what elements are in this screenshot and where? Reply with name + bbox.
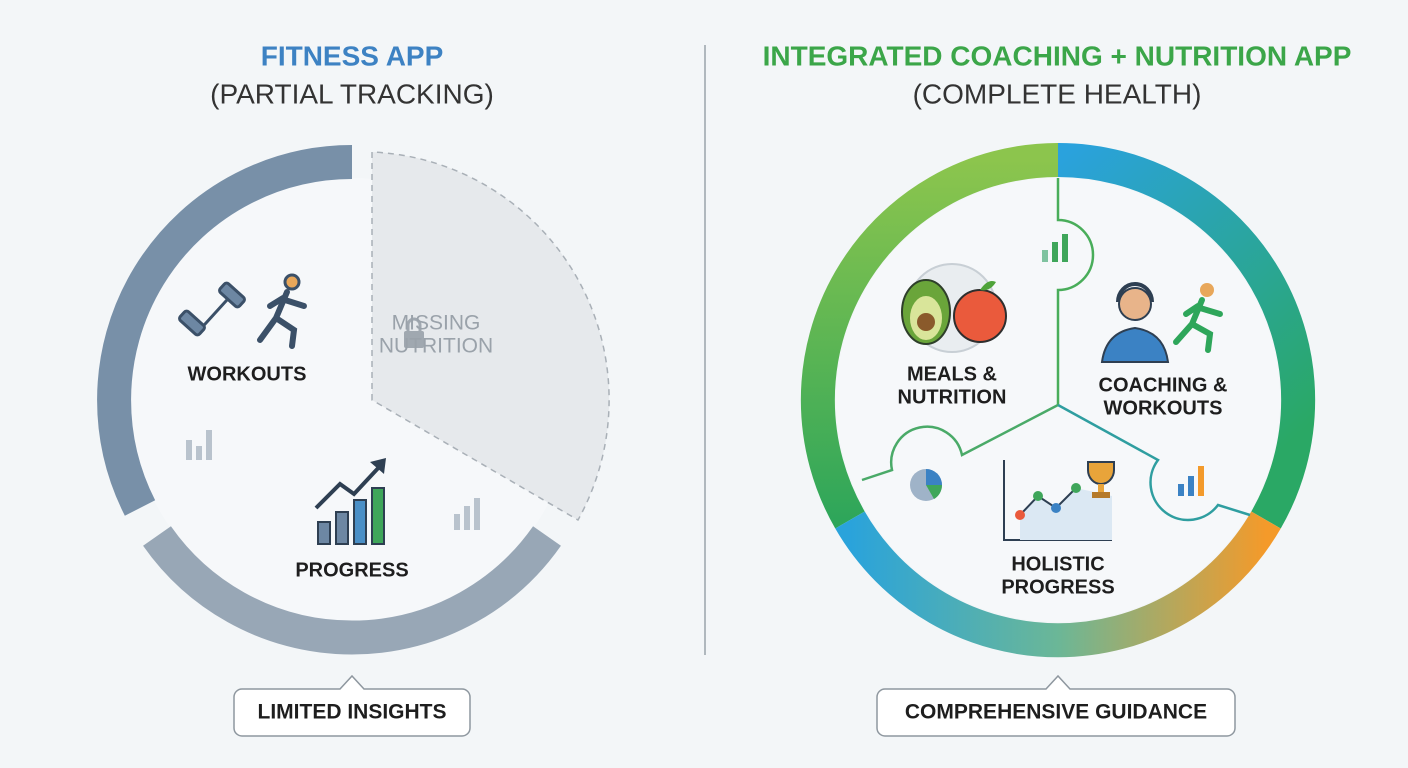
progress-icon xyxy=(314,458,386,545)
divider-line xyxy=(861,403,1059,482)
progress-label: PROGRESS xyxy=(295,559,408,581)
bar-icon xyxy=(186,430,212,460)
bar-icon xyxy=(1178,466,1204,496)
meals-label: MEALS & xyxy=(907,363,997,385)
bar-icon xyxy=(1042,234,1068,262)
coaching-label: COACHING & xyxy=(1099,374,1228,396)
pie-icon xyxy=(910,469,943,501)
coach-icon xyxy=(1100,282,1223,363)
missing-sector xyxy=(371,151,610,522)
coaching-label: WORKOUTS xyxy=(1104,397,1223,419)
workout-icon xyxy=(178,273,307,349)
left-subtitle: (PARTIAL TRACKING) xyxy=(210,78,494,109)
right-footer: COMPREHENSIVE GUIDANCE xyxy=(905,701,1207,724)
progress-arc xyxy=(835,511,1281,658)
holistic-progress-icon xyxy=(1003,460,1115,541)
right-footer-box xyxy=(876,674,1236,737)
meals-arc xyxy=(800,143,1059,529)
left-title: FITNESS APP xyxy=(261,40,444,71)
workouts-arc xyxy=(97,145,353,516)
workouts-label: WORKOUTS xyxy=(188,363,307,385)
meals-label: NUTRITION xyxy=(898,386,1007,408)
holistic-label: PROGRESS xyxy=(1001,576,1114,598)
divider-line xyxy=(1057,403,1251,522)
right-title: INTEGRATED COACHING + NUTRITION APP xyxy=(763,40,1352,71)
bar-icon xyxy=(454,498,480,530)
left-footer: LIMITED INSIGHTS xyxy=(258,701,447,724)
lock-icon xyxy=(404,317,424,348)
right-subtitle: (COMPLETE HEALTH) xyxy=(913,78,1202,109)
missing-label: MISSING xyxy=(392,312,481,335)
missing-label: NUTRITION xyxy=(379,335,493,358)
coaching-arc xyxy=(1057,143,1316,529)
divider-line xyxy=(1056,178,1095,405)
progress-arc xyxy=(143,526,561,655)
food-icon xyxy=(901,263,1007,353)
left-footer-box xyxy=(233,674,471,737)
holistic-label: HOLISTIC xyxy=(1011,553,1104,575)
